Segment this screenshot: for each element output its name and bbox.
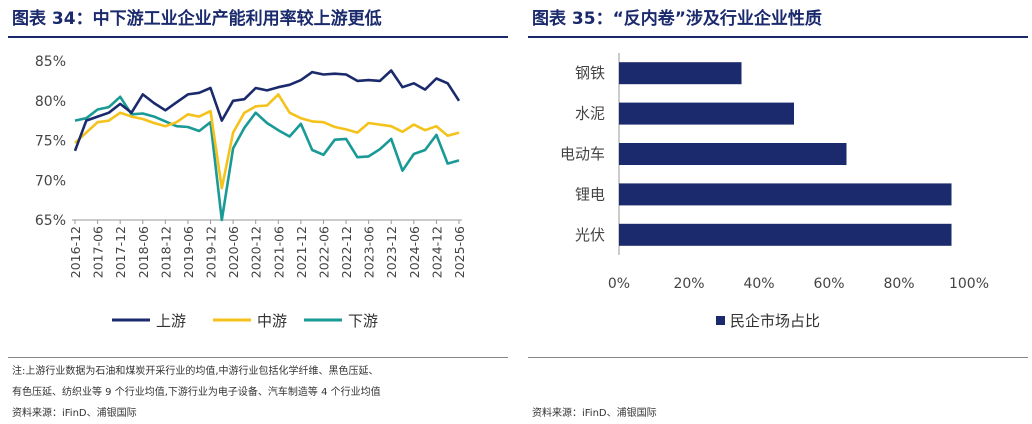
x-tick-label: 2024-12 <box>429 226 444 278</box>
x-tick-label: 2017-12 <box>113 226 128 278</box>
legend-swatch <box>716 316 725 325</box>
right-notes-rule <box>528 357 1028 358</box>
x-tick-label: 2021-06 <box>271 226 286 278</box>
line-chart: 65% 70% 75% 80% 85% 2016-12 2017-06 2017-12 2018… <box>35 54 467 330</box>
series-line-1 <box>73 69 461 152</box>
x-tick-label: 2018-06 <box>136 226 151 278</box>
left-chart-title: 图表 34：中下游工业企业产能利用率较上游更低 <box>12 9 382 29</box>
x-tick-label: 20% <box>673 276 704 292</box>
category-label: 锂电 <box>575 185 605 203</box>
x-tick-label: 2022-06 <box>316 226 331 278</box>
category-label: 电动车 <box>560 145 605 163</box>
x-tick-label: 2024-06 <box>407 226 422 278</box>
x-tick-label: 2025-06 <box>452 226 467 278</box>
y-tick-label: 80% <box>35 94 66 110</box>
category-label: 光伏 <box>575 226 605 244</box>
bar <box>619 183 952 206</box>
bar <box>619 62 742 85</box>
y-tick-label: 70% <box>35 173 66 189</box>
legend-label: 上游 <box>156 312 186 330</box>
legend-label: 民企市场占比 <box>730 312 820 330</box>
x-tick-label: 2021-12 <box>294 226 309 278</box>
right-panel: 图表 35：“反内卷”涉及行业企业性质 0% 20% 40% 60% 80% 100% 钢铁… <box>520 0 1032 424</box>
bar <box>619 223 952 246</box>
x-tick-label: 60% <box>813 276 844 292</box>
x-tick-label: 2019-06 <box>181 226 196 278</box>
x-tick-label: 2020-06 <box>226 226 241 278</box>
x-tick-label: 2023-06 <box>362 226 377 278</box>
left-panel: 图表 34：中下游工业企业产能利用率较上游更低 65% 70% 75% 80% 85% 2… <box>8 9 508 419</box>
x-tick-label: 40% <box>743 276 774 292</box>
y-tick-label: 65% <box>35 213 66 229</box>
right-chart-title: 图表 35：“反内卷”涉及行业企业性质 <box>532 9 822 29</box>
left-note-line-2: 有色压延、纺织业等 9 个行业均值,下游行业为电子设备、汽车制造等 4 个行业均… <box>12 387 381 398</box>
y-tick-label: 85% <box>35 54 66 70</box>
left-notes-rule <box>8 357 508 358</box>
right-title-rule <box>528 36 1028 38</box>
category-label: 钢铁 <box>575 64 605 82</box>
x-tick-label: 2020-12 <box>249 226 264 278</box>
x-tick-label: 80% <box>883 276 914 292</box>
category-label: 水泥 <box>575 105 605 123</box>
x-tick-label: 2019-12 <box>204 226 219 278</box>
bar <box>619 143 847 165</box>
x-tick-label: 2022-12 <box>339 226 354 278</box>
x-tick-label: 0% <box>608 276 630 292</box>
y-tick-label: 75% <box>35 134 66 150</box>
bar <box>619 102 794 125</box>
x-tick-label: 100% <box>949 276 989 292</box>
right-source: 资料来源：iFinD、浦银国际 <box>532 408 657 419</box>
legend-label: 中游 <box>257 312 287 330</box>
left-note-line-1: 注:上游行业数据为石油和煤炭开采行业的均值,中游行业包括化学纤维、黑色压延、 <box>12 366 379 377</box>
x-tick-label: 2016-12 <box>68 226 83 278</box>
x-tick-label: 2018-12 <box>158 226 173 278</box>
left-source: 资料来源：iFinD、浦银国际 <box>12 408 137 419</box>
series-line-2 <box>74 93 460 190</box>
x-tick-label: 2017-06 <box>91 226 106 278</box>
left-title-rule <box>8 36 508 38</box>
series-line-3 <box>74 95 460 222</box>
legend-label: 下游 <box>348 312 378 330</box>
x-tick-label: 2023-12 <box>384 226 399 278</box>
